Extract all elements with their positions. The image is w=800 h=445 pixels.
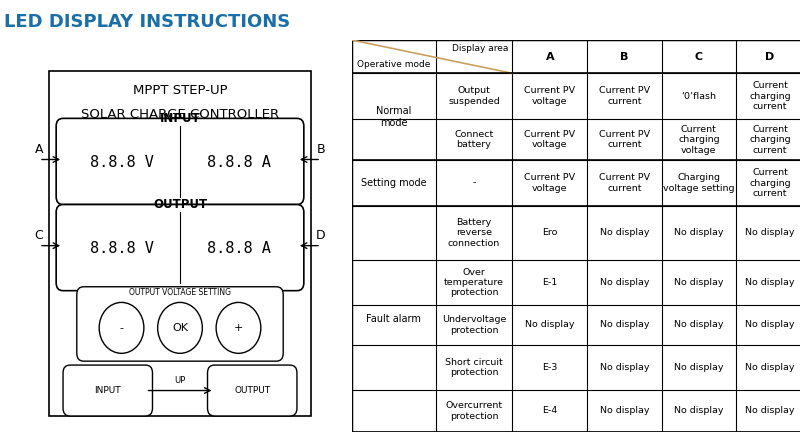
Text: ‘0’flash: ‘0’flash [682,92,717,101]
Text: No display: No display [746,406,795,416]
Text: No display: No display [525,320,574,329]
Text: +: + [234,323,243,333]
Text: SOLAR CHARGE CONTROLLER: SOLAR CHARGE CONTROLLER [81,108,279,121]
Text: -: - [472,178,476,188]
Text: A: A [546,52,554,62]
Text: -: - [119,323,123,333]
Text: Current PV
voltage: Current PV voltage [524,86,575,106]
Circle shape [216,303,261,353]
FancyBboxPatch shape [77,287,283,361]
Text: No display: No display [674,278,724,287]
Text: INPUT: INPUT [94,386,121,395]
Text: B: B [620,52,629,62]
Text: OUTPUT: OUTPUT [153,198,207,211]
Text: Charging
voltage setting: Charging voltage setting [663,174,734,193]
Text: Battery
reverse
connection: Battery reverse connection [448,218,500,248]
FancyBboxPatch shape [56,118,304,205]
Text: No display: No display [746,320,795,329]
Text: Short circuit
protection: Short circuit protection [445,358,503,377]
Text: Undervoltage
protection: Undervoltage protection [442,316,506,335]
Text: Current PV
voltage: Current PV voltage [524,130,575,150]
Text: No display: No display [674,363,724,372]
Circle shape [158,303,202,353]
Text: Overcurrent
protection: Overcurrent protection [446,401,502,421]
Text: Fault alarm: Fault alarm [366,314,422,324]
Text: Normal
mode: Normal mode [376,106,411,128]
Text: No display: No display [599,320,649,329]
Text: Operative mode: Operative mode [357,61,430,69]
Text: Connect
battery: Connect battery [454,130,494,150]
Text: Current PV
current: Current PV current [598,130,650,150]
Text: No display: No display [599,228,649,237]
Text: Current
charging
voltage: Current charging voltage [678,125,720,154]
Text: E-4: E-4 [542,406,558,416]
Text: B: B [317,143,326,156]
FancyBboxPatch shape [63,365,153,416]
Text: Setting mode: Setting mode [361,178,426,188]
Text: MPPT STEP-UP: MPPT STEP-UP [133,85,227,97]
FancyBboxPatch shape [207,365,297,416]
Text: Current PV
current: Current PV current [598,86,650,106]
Text: A: A [34,143,43,156]
Text: E-1: E-1 [542,278,558,287]
Text: No display: No display [746,228,795,237]
Text: Ero: Ero [542,228,558,237]
Text: 8.8.8 A: 8.8.8 A [206,241,270,256]
Text: LED DISPLAY INSTRUCTIONS: LED DISPLAY INSTRUCTIONS [4,13,290,31]
Text: Current
charging
current: Current charging current [750,168,791,198]
Text: No display: No display [599,363,649,372]
Text: 8.8.8 V: 8.8.8 V [90,155,154,170]
Text: No display: No display [746,278,795,287]
Circle shape [99,303,144,353]
Text: D: D [766,52,774,62]
FancyBboxPatch shape [56,205,304,291]
Text: 8.8.8 V: 8.8.8 V [90,241,154,256]
Text: Current PV
voltage: Current PV voltage [524,174,575,193]
Text: Current
charging
current: Current charging current [750,125,791,154]
Text: D: D [316,229,326,243]
Text: E-3: E-3 [542,363,558,372]
Text: Output
suspended: Output suspended [448,86,500,106]
Text: C: C [34,229,43,243]
Text: No display: No display [674,320,724,329]
Text: Over
temperature
protection: Over temperature protection [444,267,504,297]
Text: No display: No display [674,228,724,237]
Text: Current PV
current: Current PV current [598,174,650,193]
Text: OUTPUT VOLTAGE SETTING: OUTPUT VOLTAGE SETTING [129,288,231,297]
Text: No display: No display [599,278,649,287]
Text: INPUT: INPUT [160,112,200,125]
Text: No display: No display [599,406,649,416]
Text: Current
charging
current: Current charging current [750,81,791,111]
Text: 8.8.8 A: 8.8.8 A [206,155,270,170]
Text: No display: No display [746,363,795,372]
Text: OK: OK [172,323,188,333]
Text: No display: No display [674,406,724,416]
Text: C: C [695,52,703,62]
Text: OUTPUT: OUTPUT [234,386,270,395]
FancyBboxPatch shape [50,71,310,416]
Text: UP: UP [174,376,186,384]
Text: Display area: Display area [451,44,508,53]
